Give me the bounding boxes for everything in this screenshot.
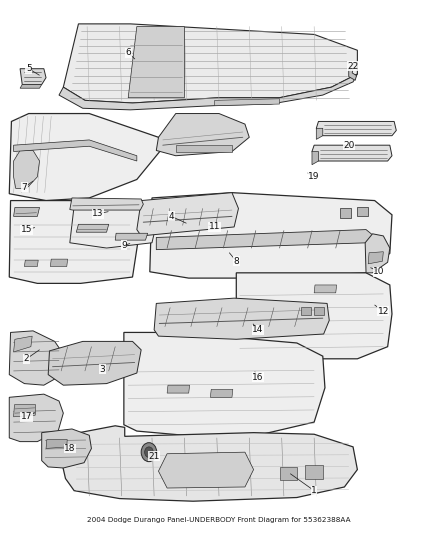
- Polygon shape: [312, 151, 318, 165]
- Polygon shape: [156, 230, 372, 249]
- Polygon shape: [316, 122, 396, 136]
- Text: 11: 11: [209, 222, 220, 231]
- Polygon shape: [70, 198, 143, 210]
- Text: 17: 17: [21, 413, 32, 421]
- Polygon shape: [312, 145, 392, 161]
- Polygon shape: [156, 114, 249, 156]
- Polygon shape: [14, 405, 35, 417]
- Polygon shape: [124, 333, 325, 435]
- Bar: [301, 307, 311, 315]
- Text: 22: 22: [347, 62, 359, 70]
- Polygon shape: [150, 192, 392, 278]
- Polygon shape: [210, 390, 233, 397]
- Polygon shape: [9, 200, 139, 284]
- Text: 2: 2: [24, 354, 29, 364]
- Polygon shape: [176, 145, 232, 151]
- Text: 10: 10: [373, 267, 385, 276]
- Text: 21: 21: [148, 452, 160, 461]
- Circle shape: [145, 447, 153, 457]
- Polygon shape: [25, 260, 38, 266]
- Text: 18: 18: [64, 444, 76, 453]
- Polygon shape: [115, 233, 148, 240]
- Polygon shape: [167, 385, 190, 393]
- Polygon shape: [9, 394, 64, 442]
- Polygon shape: [349, 63, 357, 80]
- Text: 8: 8: [233, 257, 239, 266]
- Polygon shape: [70, 206, 156, 248]
- Polygon shape: [59, 426, 357, 501]
- Polygon shape: [9, 331, 66, 385]
- Polygon shape: [42, 429, 92, 468]
- Polygon shape: [64, 24, 357, 103]
- Polygon shape: [159, 452, 254, 488]
- Bar: [305, 465, 323, 479]
- Polygon shape: [9, 114, 161, 200]
- Text: 3: 3: [99, 365, 105, 374]
- Text: 2004 Dodge Durango Panel-UNDERBODY Front Diagram for 55362388AA: 2004 Dodge Durango Panel-UNDERBODY Front…: [87, 516, 351, 523]
- Polygon shape: [50, 259, 67, 266]
- Polygon shape: [236, 273, 392, 359]
- Polygon shape: [314, 285, 337, 293]
- Text: 13: 13: [92, 209, 104, 218]
- Circle shape: [141, 443, 157, 462]
- Bar: [357, 207, 368, 216]
- Text: 4: 4: [169, 212, 174, 221]
- Text: 16: 16: [252, 373, 264, 382]
- Text: 12: 12: [378, 307, 389, 316]
- Bar: [314, 307, 324, 315]
- Polygon shape: [20, 69, 46, 85]
- Polygon shape: [20, 85, 42, 88]
- Polygon shape: [137, 192, 238, 236]
- Polygon shape: [154, 298, 329, 340]
- Bar: [340, 208, 351, 218]
- Bar: [279, 467, 297, 480]
- Polygon shape: [14, 207, 39, 216]
- Polygon shape: [14, 140, 137, 161]
- Polygon shape: [128, 27, 184, 98]
- Text: 20: 20: [343, 141, 354, 150]
- Text: 15: 15: [21, 225, 32, 234]
- Polygon shape: [46, 440, 67, 448]
- Polygon shape: [368, 252, 383, 264]
- Polygon shape: [14, 150, 39, 189]
- Polygon shape: [316, 128, 323, 140]
- Text: 1: 1: [311, 486, 317, 495]
- Text: 5: 5: [26, 64, 32, 73]
- Polygon shape: [59, 74, 357, 110]
- Polygon shape: [76, 224, 109, 232]
- Text: 19: 19: [308, 172, 320, 181]
- Polygon shape: [215, 99, 279, 106]
- Text: 6: 6: [125, 49, 131, 58]
- Polygon shape: [14, 336, 32, 352]
- Text: 7: 7: [21, 183, 27, 192]
- Text: 9: 9: [121, 241, 127, 250]
- Polygon shape: [365, 234, 390, 273]
- Text: 14: 14: [252, 325, 264, 334]
- Polygon shape: [48, 342, 141, 385]
